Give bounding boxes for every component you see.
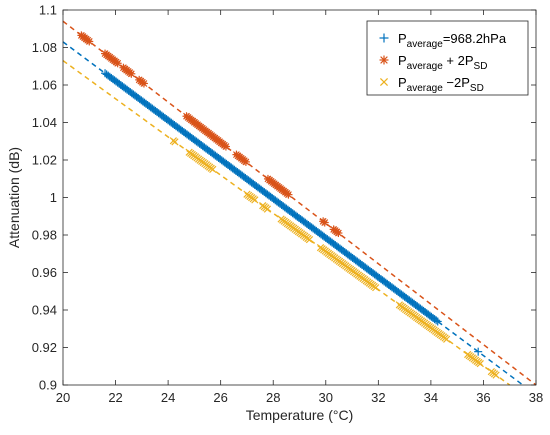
point [432,316,441,325]
series-2-points [77,31,343,238]
tick-labels: 20 22 24 26 28 30 32 34 36 38 0.9 0.92 0.94 0.96 0.98 1… [32,3,544,406]
x-tick-label: 34 [424,390,438,405]
x-tick-label: 32 [371,390,385,405]
x-tick-label: 36 [476,390,490,405]
point [139,79,148,88]
legend-text-part: P [398,31,407,46]
y-axis-label: Attenuation (dB) [6,147,22,248]
fit-line-series-1 [62,41,524,386]
x-tick-label: 28 [266,390,280,405]
point [209,165,217,174]
point [433,317,442,326]
x-tick-label: 24 [161,390,175,405]
point [113,59,122,68]
y-tick-label: 1.02 [32,153,57,168]
x-axis-label: Temperature (°C) [246,407,354,423]
point [263,205,272,213]
legend-box [366,20,529,96]
x-tick-label: 22 [108,390,122,405]
y-tick-label: 1.1 [39,3,57,18]
y-tick-label: 1.06 [32,78,57,93]
legend-text-part: average [407,83,444,94]
point [379,33,389,43]
series-3-points [169,137,500,379]
point [372,284,380,292]
legend-text-part: −2P [443,75,470,90]
legend-text-part: average [407,61,444,72]
x-tick-label: 26 [213,390,227,405]
legend-label-series-3: Paverage −2PSD [398,75,484,94]
point [320,218,329,227]
y-tick-label: 0.94 [32,303,57,318]
ticks [62,9,537,386]
legend-label-series-1: Paverage=968.2hPa [398,31,507,50]
y-tick-label: 0.92 [32,340,57,355]
legend-text-part: =968.2hPa [443,31,507,46]
point [171,138,179,146]
legend-text-part: SD [474,61,488,72]
y-tick-label: 1.04 [32,115,57,130]
point [284,190,293,199]
y-tick-label: 0.98 [32,228,57,243]
point [334,229,343,238]
legend-label-series-2: Paverage + 2PSD [398,53,487,72]
y-tick-label: 0.9 [39,378,57,393]
series-1-points [101,69,483,356]
point [241,157,250,166]
y-tick-label: 1 [50,190,57,205]
point [305,235,314,244]
legend-text-part: P [398,75,407,90]
y-tick-label: 0.96 [32,265,57,280]
y-tick-label: 1.08 [32,40,57,55]
legend-text-part: SD [470,83,484,94]
point [379,77,389,87]
legend-text-part: P [398,53,407,68]
x-tick-label: 30 [319,390,333,405]
point [476,360,484,368]
point [251,196,259,204]
data-points [77,31,500,379]
x-tick-label: 20 [56,390,70,405]
point [443,335,451,343]
point [379,55,389,65]
point [492,371,500,379]
legend-text-part: average [407,39,444,50]
point [127,69,136,78]
point [85,37,94,46]
legend-text-part: + 2P [443,53,474,68]
x-tick-label: 38 [529,390,543,405]
point [221,142,230,151]
point [474,347,483,356]
